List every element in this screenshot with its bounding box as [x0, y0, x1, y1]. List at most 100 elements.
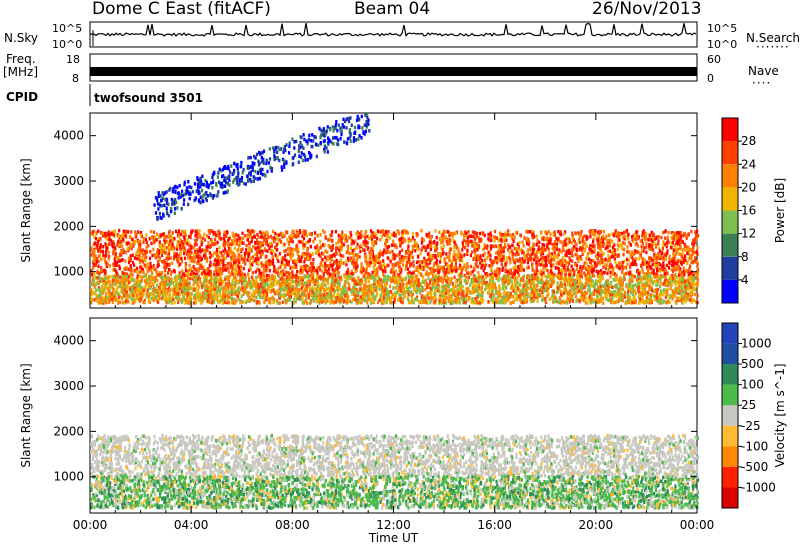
- echo-cell: [272, 258, 275, 262]
- echo-cell: [138, 253, 141, 258]
- echo-cell: [216, 240, 219, 245]
- echo-cell: [113, 260, 116, 264]
- echo-cell: [398, 250, 401, 254]
- echo-cell: [346, 245, 349, 249]
- echo-cell: [262, 263, 265, 267]
- echo-cell: [165, 235, 168, 239]
- echo-cell: [330, 256, 333, 260]
- echo-cell: [114, 263, 117, 267]
- echo-cell: [129, 264, 132, 268]
- echo-cell: [585, 291, 588, 295]
- echo-cell: [411, 248, 414, 253]
- echo-cell: [563, 259, 567, 263]
- echo-cell: [541, 243, 544, 247]
- echo-cell: [531, 265, 534, 269]
- echo-cell: [500, 262, 503, 267]
- echo-cell: [484, 272, 487, 276]
- echo-cell: [284, 264, 287, 268]
- echo-cell: [692, 298, 695, 303]
- echo-cell: [569, 269, 572, 273]
- echo-cell: [256, 282, 260, 287]
- echo-cell: [91, 232, 95, 236]
- echo-cell: [341, 230, 344, 234]
- echo-cell: [549, 260, 552, 265]
- noise-tick-bottom-right: 10^0: [707, 38, 738, 51]
- echo-cell: [574, 252, 577, 257]
- echo-cell: [366, 241, 369, 245]
- echo-cell: [339, 275, 343, 279]
- nave-tick-top-right: 60: [707, 53, 721, 66]
- echo-cell: [228, 295, 231, 300]
- echo-cell: [540, 269, 543, 273]
- echo-cell: [352, 292, 355, 296]
- echo-cell: [164, 247, 167, 251]
- echo-cell: [256, 253, 259, 257]
- echo-cell: [521, 264, 524, 268]
- echo-cell: [258, 240, 261, 245]
- echo-cell: [155, 270, 158, 274]
- echo-cell: [294, 289, 297, 294]
- echo-cell: [629, 242, 632, 247]
- echo-cell: [116, 273, 119, 277]
- echo-cell: [525, 253, 528, 258]
- echo-cell: [147, 267, 150, 272]
- echo-cell: [482, 247, 485, 251]
- echo-cell: [448, 254, 451, 258]
- echo-cell: [473, 243, 476, 247]
- echo-cell: [213, 251, 216, 255]
- echo-cell: [696, 271, 699, 275]
- echo-cell: [289, 239, 292, 243]
- echo-cell: [204, 272, 207, 276]
- echo-cell: [589, 244, 592, 248]
- echo-cell: [317, 248, 320, 253]
- echo-cell: [179, 247, 182, 251]
- echo-cell: [351, 251, 354, 256]
- echo-cell: [259, 247, 262, 251]
- echo-cell: [538, 250, 541, 254]
- echo-cell: [506, 269, 509, 274]
- echo-cell: [360, 230, 363, 234]
- echo-cell: [656, 259, 659, 263]
- echo-cell: [425, 259, 428, 263]
- echo-cell: [177, 260, 180, 264]
- echo-cell: [650, 256, 653, 260]
- echo-cell: [603, 270, 606, 275]
- echo-cell: [387, 290, 390, 294]
- echo-cell: [413, 287, 416, 291]
- echo-cell: [360, 264, 363, 269]
- echo-cell: [371, 246, 374, 250]
- echo-cell: [695, 250, 699, 254]
- echo-cell: [326, 250, 329, 254]
- echo-cell: [198, 266, 201, 271]
- echo-cell: [221, 301, 225, 305]
- echo-cell: [429, 279, 432, 283]
- echo-cell: [227, 238, 230, 243]
- echo-cell: [458, 301, 461, 305]
- echo-cell: [386, 235, 389, 239]
- echo-cell: [512, 273, 515, 277]
- echo-cell: [335, 246, 338, 250]
- echo-cell: [284, 253, 287, 258]
- echo-cell: [449, 288, 453, 292]
- echo-cell: [498, 259, 501, 263]
- echo-cell: [149, 261, 152, 266]
- echo-cell: [428, 255, 431, 259]
- echo-cell: [370, 235, 373, 239]
- echo-cell: [199, 250, 202, 254]
- echo-cell: [538, 240, 541, 245]
- echo-cell: [623, 290, 627, 295]
- echo-cell: [427, 276, 430, 280]
- echo-cell: [442, 237, 445, 241]
- echo-cell: [97, 229, 100, 233]
- echo-cell: [678, 285, 681, 290]
- echo-cell: [124, 259, 127, 263]
- echo-cell: [592, 239, 595, 244]
- echo-cell: [402, 259, 405, 263]
- echo-cell: [251, 255, 254, 259]
- echo-cell: [386, 245, 389, 249]
- echo-cell: [244, 251, 247, 256]
- echo-cell: [197, 297, 200, 301]
- echo-cell: [472, 301, 475, 305]
- echo-cell: [497, 256, 500, 260]
- echo-cell: [389, 284, 392, 289]
